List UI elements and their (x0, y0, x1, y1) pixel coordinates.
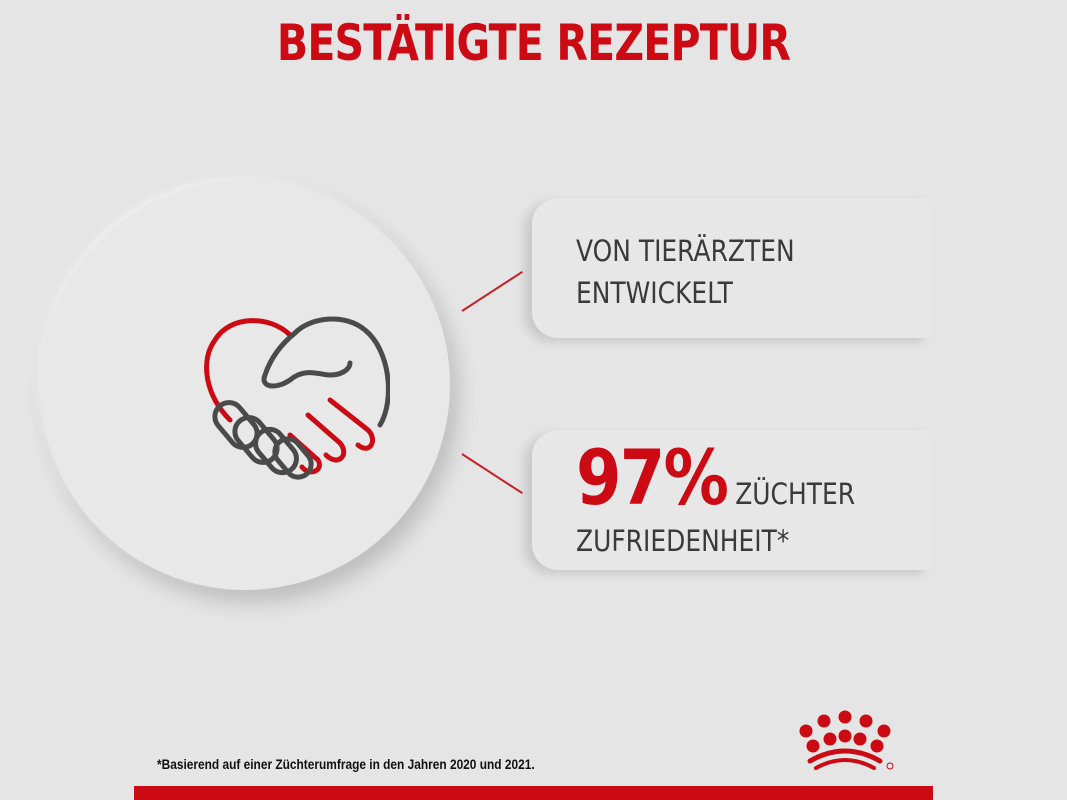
royal-canin-crown-logo (799, 710, 894, 770)
handshake-heart-icon (204, 316, 390, 480)
card-line-1: ZÜCHTER (735, 477, 856, 511)
card-line-2: ENTWICKELT (576, 276, 733, 310)
connector-line-bottom (461, 453, 523, 495)
card-breeder-satisfaction: 97% ZÜCHTER ZUFRIEDENHEIT* (532, 430, 932, 570)
icon-circle (40, 180, 450, 590)
card-vet-developed: VON TIERÄRZTEN ENTWICKELT (532, 198, 932, 338)
satisfaction-percent: 97% (576, 433, 729, 522)
card-line-2: ZUFRIEDENHEIT* (576, 524, 790, 558)
card-line-1: VON TIERÄRZTEN (576, 234, 795, 268)
bottom-red-bar (134, 786, 933, 800)
connector-line-top (461, 270, 523, 312)
page-title: BESTÄTIGTE REZEPTUR (276, 14, 791, 72)
footnote: *Basierend auf einer Züchterumfrage in d… (157, 756, 535, 772)
